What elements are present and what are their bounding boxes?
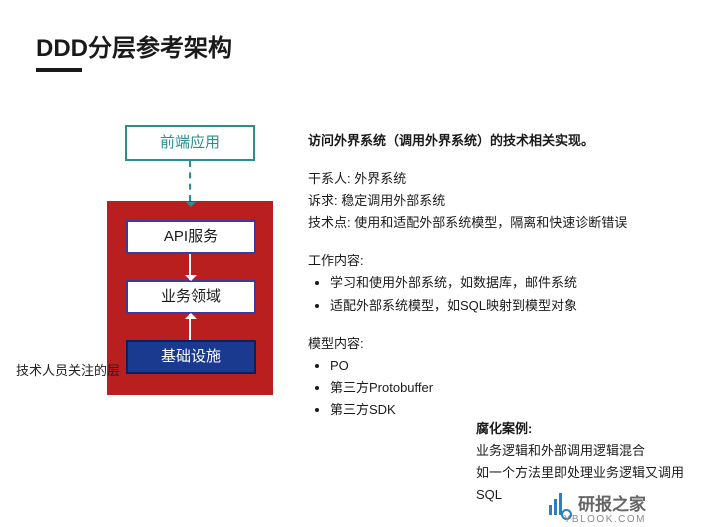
meta-section: 干系人: 外界系统 诉求: 稳定调用外部系统 技术点: 使用和适配外部系统模型，… (308, 168, 678, 234)
model-section: 模型内容: PO 第三方Protobuffer 第三方SDK (308, 333, 678, 421)
watermark: 研报之家 (549, 490, 646, 515)
work-item: 学习和使用外部系统，如数据库，邮件系统 (330, 272, 678, 294)
arrow-infra-to-domain (189, 314, 191, 340)
tech-label: 技术点: (308, 215, 351, 230)
need-label: 诉求: (308, 193, 338, 208)
frontend-box: 前端应用 (125, 125, 255, 161)
model-item: PO (330, 355, 678, 377)
dashed-arrow-down (189, 161, 191, 201)
api-box: API服务 (126, 220, 256, 254)
watermark-brand: 研报之家 (578, 490, 646, 515)
title-underline (36, 68, 82, 72)
corruption-line: 业务逻辑和外部调用逻辑混合 (476, 440, 702, 462)
stakeholder-value: 外界系统 (354, 171, 406, 186)
need-value: 稳定调用外部系统 (341, 193, 445, 208)
corruption-heading: 腐化案例: (476, 418, 702, 440)
content-heading: 访问外界系统（调用外界系统）的技术相关实现。 (308, 130, 678, 152)
backend-container: API服务 业务领域 基础设施 (107, 201, 273, 395)
model-label: 模型内容: (308, 333, 678, 355)
work-section: 工作内容: 学习和使用外部系统，如数据库，邮件系统 适配外部系统模型，如SQL映… (308, 250, 678, 316)
tech-value: 使用和适配外部系统模型，隔离和快速诊断错误 (354, 215, 627, 230)
content-panel: 访问外界系统（调用外界系统）的技术相关实现。 干系人: 外界系统 诉求: 稳定调… (308, 130, 678, 437)
watermark-url: YBLOOK.COM (564, 514, 646, 525)
work-item: 适配外部系统模型，如SQL映射到模型对象 (330, 295, 678, 317)
work-label: 工作内容: (308, 250, 678, 272)
technical-layer-label: 技术人员关注的层 (16, 360, 120, 379)
arrow-api-to-domain (189, 254, 191, 280)
architecture-diagram: 前端应用 API服务 业务领域 基础设施 (100, 125, 280, 395)
model-item: 第三方Protobuffer (330, 377, 678, 399)
page-title: DDD分层参考架构 (36, 28, 232, 63)
watermark-logo-icon (549, 491, 572, 515)
stakeholder-label: 干系人: (308, 171, 351, 186)
infra-box: 基础设施 (126, 340, 256, 374)
domain-box: 业务领域 (126, 280, 256, 314)
